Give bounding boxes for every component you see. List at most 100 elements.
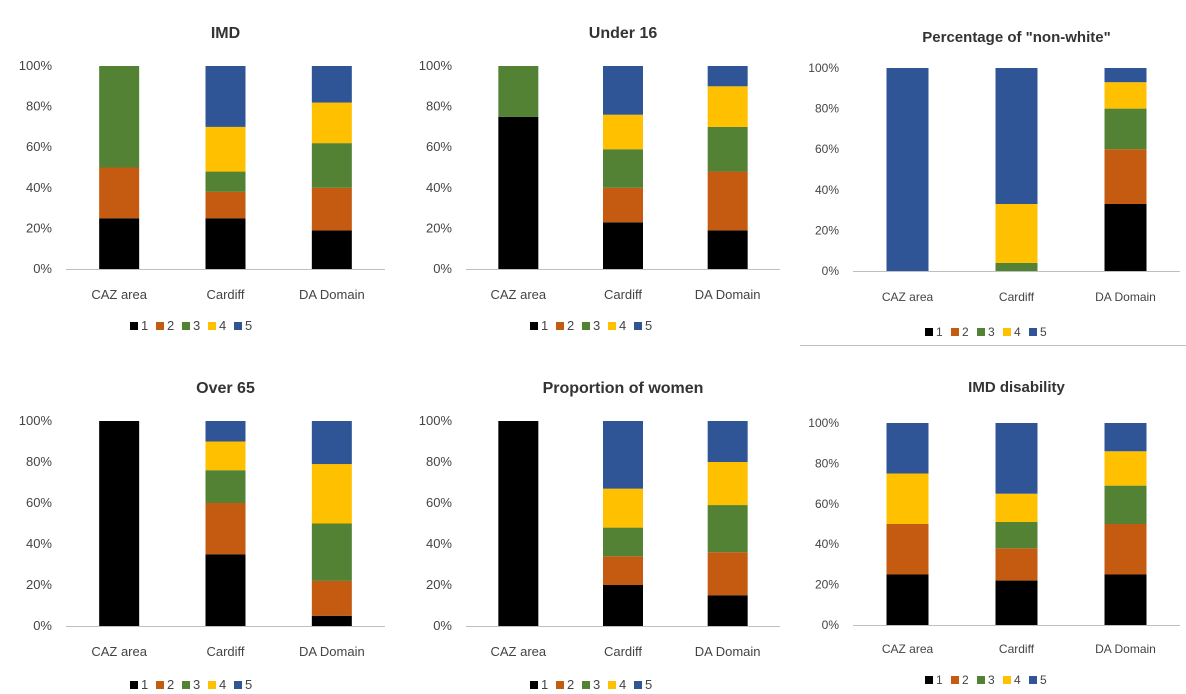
legend-label: 5 [1040, 325, 1047, 339]
legend-label: 5 [1040, 673, 1047, 687]
legend-label: 3 [988, 325, 995, 339]
bar-segment-5 [311, 66, 352, 103]
bar-segment-2 [603, 187, 643, 223]
x-category-label: CAZ area [882, 642, 934, 656]
legend-swatch [130, 322, 138, 330]
bar-segment-1 [603, 222, 643, 269]
legend-swatch [530, 681, 538, 689]
chart-title: IMD disability [968, 379, 1065, 396]
y-tick-label: 100% [19, 58, 53, 73]
bar-segment-1 [311, 615, 352, 626]
bar-segment-2 [311, 187, 352, 231]
bar-segment-3 [498, 66, 539, 117]
legend-swatch [556, 681, 564, 689]
x-category-label: DA Domain [1095, 290, 1156, 304]
y-tick-label: 80% [426, 99, 452, 114]
x-category-label: DA Domain [299, 644, 365, 659]
legend-label: 3 [988, 673, 995, 687]
legend-label: 2 [962, 325, 969, 339]
bar-segment-4 [603, 488, 643, 528]
bar-segment-4 [886, 473, 929, 524]
y-tick-label: 100% [19, 413, 53, 428]
stacked-bar-chart: Under 16 0% 20% 40% 60% 80% 100% CAZ area Cardif… [419, 25, 780, 333]
y-tick-label: 0% [433, 261, 452, 276]
bar-segment-1 [995, 580, 1038, 625]
legend-swatch [634, 681, 642, 689]
bar-segment-1 [205, 554, 246, 626]
y-tick-label: 80% [26, 454, 52, 469]
legend-label: 4 [619, 677, 626, 692]
bar-segment-2 [707, 171, 748, 231]
stacked-bar-chart: Percentage of "non-white" 0% 20% 40% 60% 80% 1… [808, 29, 1180, 339]
bar-segment-1 [1104, 204, 1147, 271]
legend-swatch [582, 322, 590, 330]
bar-segment-1 [886, 574, 929, 625]
legend-swatch [234, 681, 242, 689]
bar-segment-4 [311, 464, 352, 524]
y-tick-label: 60% [426, 139, 452, 154]
legend-label: 5 [645, 318, 652, 333]
bar-segment-2 [311, 580, 352, 616]
bar-segment-1 [707, 595, 748, 626]
stacked-bar-chart: Proportion of women 0% 20% 40% 60% 80% 100% CAZ… [419, 380, 780, 692]
bar-segment-3 [99, 66, 140, 168]
x-category-label: DA Domain [695, 644, 761, 659]
legend-label: 3 [593, 677, 600, 692]
bar-segment-2 [1104, 149, 1147, 205]
y-tick-label: 40% [26, 536, 52, 551]
x-category-label: CAZ area [91, 644, 147, 659]
bar-segment-2 [1104, 524, 1147, 575]
legend-swatch [130, 681, 138, 689]
legend-swatch [182, 322, 190, 330]
legend-label: 2 [962, 673, 969, 687]
x-category-label: DA Domain [1095, 642, 1156, 656]
y-tick-label: 100% [419, 58, 453, 73]
chart-title: Over 65 [196, 380, 255, 397]
legend-label: 2 [167, 677, 174, 692]
y-tick-label: 100% [419, 413, 453, 428]
stacked-bar-chart: Over 65 0% 20% 40% 60% 80% 100% CAZ area Cardiff… [19, 380, 385, 692]
bar-segment-3 [603, 149, 643, 188]
y-tick-label: 60% [26, 495, 52, 510]
separator-line [800, 345, 1186, 346]
bar-segment-3 [707, 505, 748, 553]
chart-panel-over-65: Over 65 0% 20% 40% 60% 80% 100% CAZ area Cardiff… [0, 355, 395, 694]
x-category-label: DA Domain [299, 287, 365, 302]
bar-segment-4 [707, 86, 748, 127]
legend-swatch [208, 681, 216, 689]
bar-segment-3 [1104, 485, 1147, 524]
legend-swatch [530, 322, 538, 330]
y-tick-label: 20% [426, 220, 452, 235]
bar-segment-4 [1104, 82, 1147, 109]
legend-swatch [977, 676, 985, 684]
bar-segment-2 [995, 548, 1038, 581]
legend-label: 5 [245, 318, 252, 333]
x-category-label: CAZ area [882, 290, 934, 304]
bar-segment-2 [603, 556, 643, 585]
bar-segment-5 [603, 421, 643, 489]
y-tick-label: 40% [426, 180, 452, 195]
chart-title: Percentage of "non-white" [922, 29, 1110, 46]
chart-panel-proportion-of-women: Proportion of women 0% 20% 40% 60% 80% 100% CAZ… [400, 355, 795, 694]
x-category-label: DA Domain [695, 287, 761, 302]
legend-swatch [182, 681, 190, 689]
bar-segment-1 [311, 230, 352, 269]
bar-segment-2 [205, 503, 246, 555]
bar-segment-5 [886, 423, 929, 474]
bar-segment-3 [707, 126, 748, 172]
x-category-label: Cardiff [604, 644, 642, 659]
bar-segment-5 [311, 421, 352, 465]
x-category-label: Cardiff [206, 287, 244, 302]
y-tick-label: 80% [815, 456, 839, 470]
bar-segment-5 [205, 421, 246, 442]
bar-segment-2 [707, 552, 748, 596]
legend-swatch [925, 328, 933, 336]
stacked-bar-chart: IMD 0% 20% 40% 60% 80% 100% CAZ area Cardiff DA D… [19, 25, 385, 333]
legend-swatch [582, 681, 590, 689]
legend-label: 5 [645, 677, 652, 692]
y-tick-label: 20% [815, 578, 839, 592]
bar-segment-1 [603, 585, 643, 626]
legend-swatch [208, 322, 216, 330]
y-tick-label: 60% [815, 142, 839, 156]
bar-segment-5 [603, 66, 643, 115]
